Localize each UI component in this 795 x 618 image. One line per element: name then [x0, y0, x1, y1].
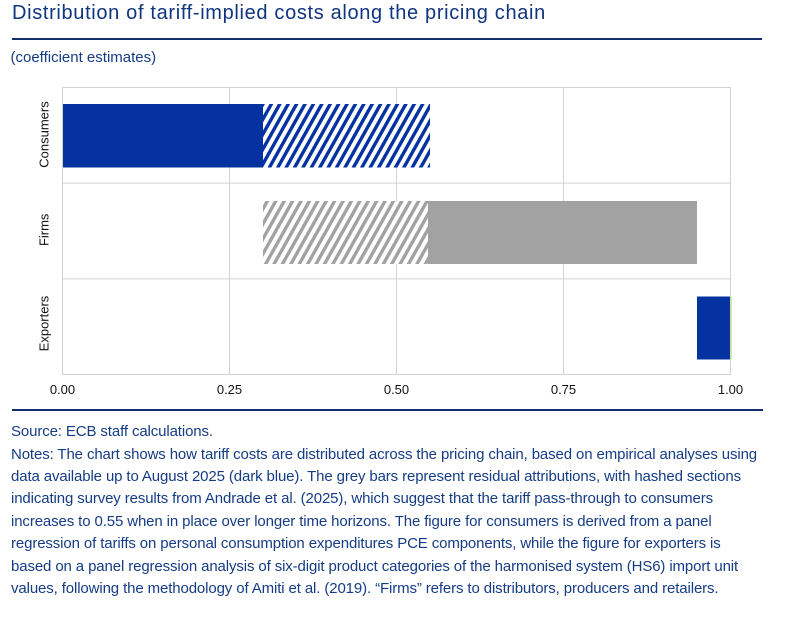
svg-text:0.00: 0.00 [50, 382, 75, 397]
svg-text:Consumers: Consumers [37, 101, 52, 168]
svg-text:1.00: 1.00 [718, 382, 743, 397]
svg-text:0.50: 0.50 [384, 382, 409, 397]
svg-text:Exporters: Exporters [37, 295, 52, 351]
svg-text:0.75: 0.75 [551, 382, 576, 397]
svg-text:0.25: 0.25 [217, 382, 242, 397]
svg-text:Firms: Firms [37, 213, 52, 246]
